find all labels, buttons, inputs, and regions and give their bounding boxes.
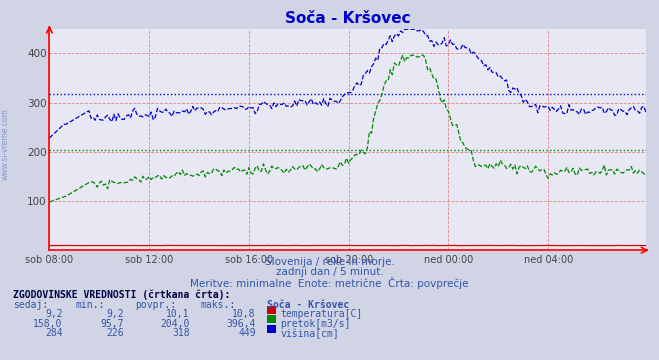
Text: Soča - Kršovec: Soča - Kršovec [267,300,349,310]
Text: višina[cm]: višina[cm] [280,328,339,339]
Text: 204,0: 204,0 [160,319,190,329]
Text: 9,2: 9,2 [106,309,124,319]
Text: 284: 284 [45,328,63,338]
Text: 10,1: 10,1 [166,309,190,319]
Text: 10,8: 10,8 [232,309,256,319]
Text: 396,4: 396,4 [226,319,256,329]
Text: Meritve: minimalne  Enote: metrične  Črta: povprečje: Meritve: minimalne Enote: metrične Črta:… [190,277,469,289]
Text: www.si-vreme.com: www.si-vreme.com [1,108,10,180]
Text: 158,0: 158,0 [33,319,63,329]
Text: 9,2: 9,2 [45,309,63,319]
Text: sedaj:: sedaj: [13,300,48,310]
Text: Slovenija / reke in morje.: Slovenija / reke in morje. [264,257,395,267]
Text: temperatura[C]: temperatura[C] [280,309,362,319]
Text: zadnji dan / 5 minut.: zadnji dan / 5 minut. [275,267,384,277]
Text: ZGODOVINSKE VREDNOSTI (črtkana črta):: ZGODOVINSKE VREDNOSTI (črtkana črta): [13,290,231,300]
Text: 95,7: 95,7 [100,319,124,329]
Text: 226: 226 [106,328,124,338]
Text: maks.:: maks.: [201,300,236,310]
Text: 449: 449 [238,328,256,338]
Text: min.:: min.: [76,300,105,310]
Text: povpr.:: povpr.: [135,300,176,310]
Text: pretok[m3/s]: pretok[m3/s] [280,319,351,329]
Text: 318: 318 [172,328,190,338]
Title: Soča - Kršovec: Soča - Kršovec [285,11,411,26]
